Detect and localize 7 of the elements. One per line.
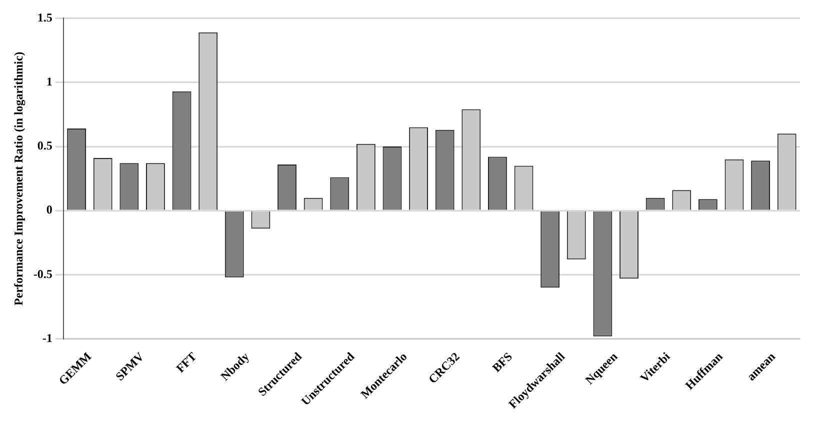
y-tick-label: -0.5 bbox=[33, 266, 52, 281]
y-axis-title: Performance Improvement Ratio (in logarithmic) bbox=[11, 52, 26, 306]
y-tick-label: 1.5 bbox=[37, 10, 52, 24]
y-tick-label: 0.5 bbox=[37, 138, 52, 153]
y-tick-label: -1 bbox=[42, 331, 52, 346]
y-tick-label: 1 bbox=[46, 74, 52, 88]
y-tick-label: 0 bbox=[46, 202, 52, 217]
